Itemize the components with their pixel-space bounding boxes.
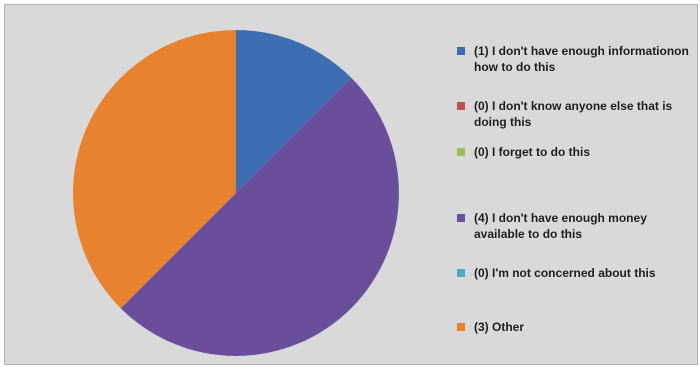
legend-swatch-3 (457, 214, 465, 222)
chart-area: (1) I don't have enough informationon ho… (4, 4, 698, 365)
legend-swatch-2 (457, 148, 465, 156)
legend-item-2: (0) I forget to do this (457, 144, 697, 160)
legend-swatch-1 (457, 102, 465, 110)
pie-slice-5 (72, 30, 236, 309)
legend-item-4: (0) I'm not concerned about this (457, 265, 697, 281)
legend-item-3: (4) I don't have enough money available … (457, 210, 697, 242)
legend-label-1: (0) I don't know anyone else that is doi… (474, 99, 673, 129)
legend-swatch-0 (457, 47, 465, 55)
legend-label-0: (1) I don't have enough informationon ho… (474, 44, 689, 74)
legend-swatch-4 (457, 269, 465, 277)
pie-chart (72, 30, 399, 356)
legend-item-1: (0) I don't know anyone else that is doi… (457, 98, 697, 130)
legend-label-5: (3) Other (474, 320, 525, 334)
legend-item-5: (3) Other (457, 319, 697, 335)
legend-label-2: (0) I forget to do this (474, 145, 590, 159)
legend-swatch-5 (457, 323, 465, 331)
legend-label-3: (4) I don't have enough money available … (474, 211, 647, 241)
legend-item-0: (1) I don't have enough informationon ho… (457, 43, 697, 75)
pie-slice-0 (236, 30, 352, 193)
legend-label-4: (0) I'm not concerned about this (474, 266, 656, 280)
pie-slice-3 (120, 77, 399, 356)
